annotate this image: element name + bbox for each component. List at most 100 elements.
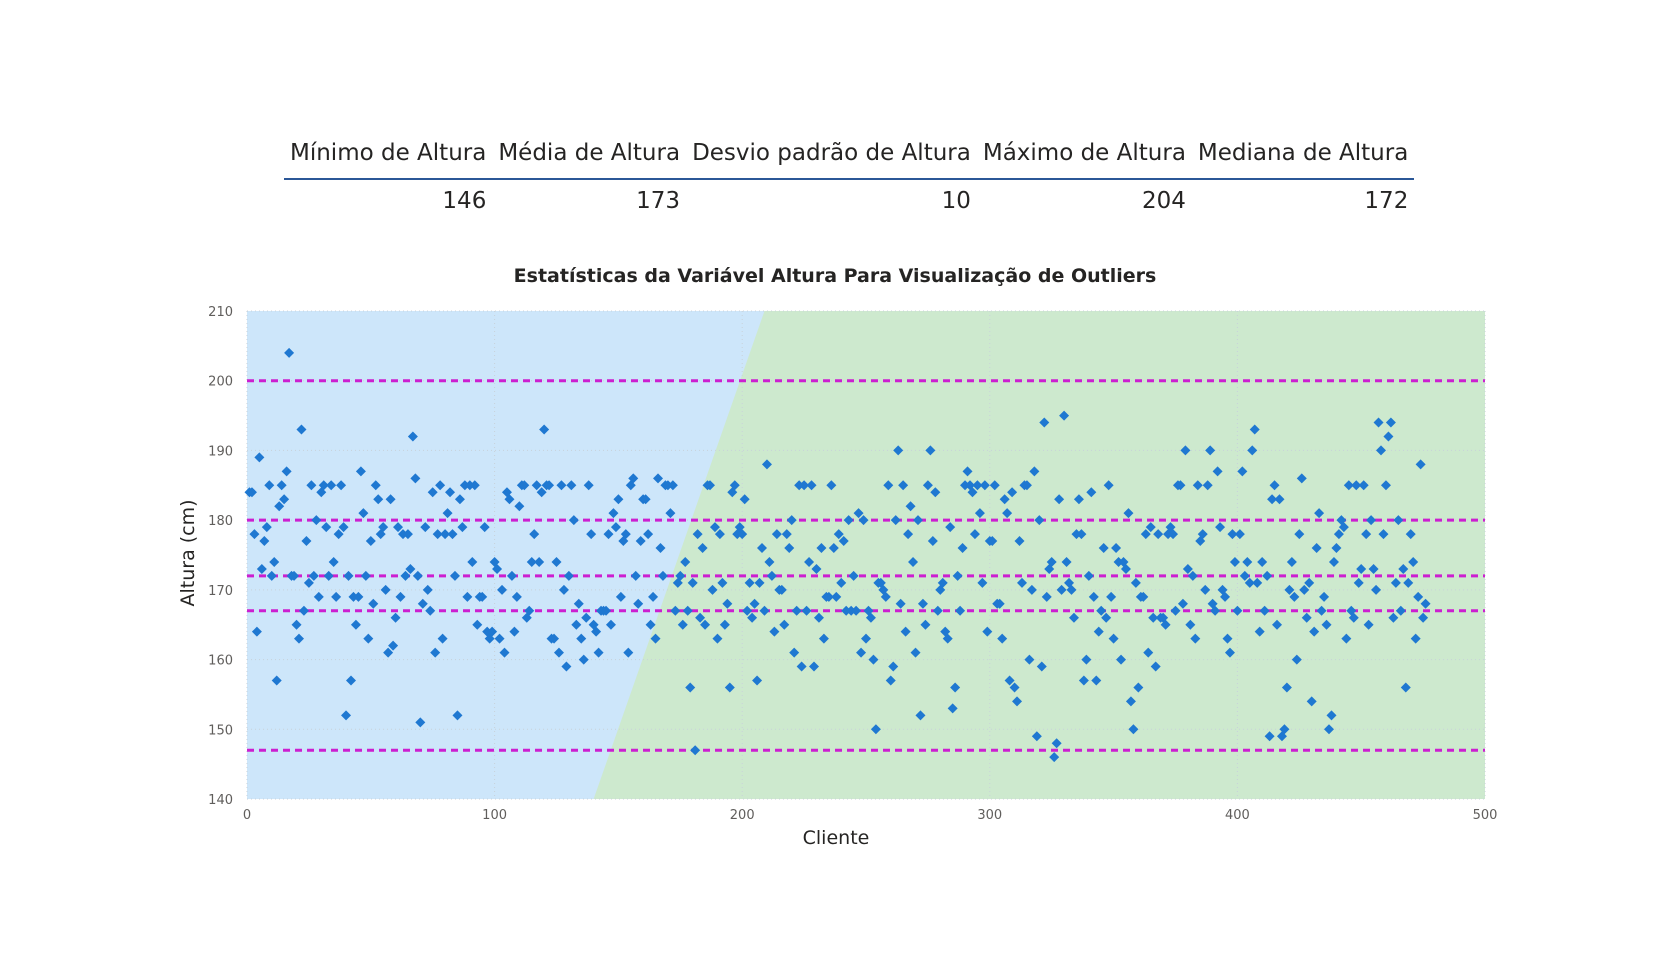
data-point — [1368, 563, 1379, 574]
data-point — [1130, 577, 1141, 588]
data-point — [843, 515, 854, 526]
data-point — [1049, 752, 1060, 763]
data-point — [957, 543, 968, 554]
data-point — [779, 619, 790, 630]
data-point — [1039, 417, 1050, 428]
data-point — [576, 633, 587, 644]
y-axis-ticks: 140 150 160 170 180 190 200 210 — [208, 305, 233, 808]
data-point — [865, 612, 876, 623]
y-tick-label: 170 — [208, 584, 233, 599]
data-point — [1200, 584, 1211, 595]
data-point — [343, 570, 354, 581]
data-point — [1262, 570, 1273, 581]
data-point — [341, 710, 352, 721]
data-point — [1026, 584, 1037, 595]
data-point — [742, 605, 753, 616]
data-point — [1007, 487, 1018, 498]
header-mean-height: Média de Altura — [492, 140, 687, 180]
data-point — [410, 473, 421, 484]
data-point — [633, 598, 644, 609]
data-point — [402, 529, 413, 540]
data-point — [497, 584, 508, 595]
x-tick-label: 0 — [243, 808, 251, 823]
data-point — [999, 494, 1010, 505]
data-point — [435, 480, 446, 491]
data-point — [1363, 619, 1374, 630]
data-point — [700, 619, 711, 630]
data-point — [804, 556, 815, 567]
data-point — [885, 675, 896, 686]
data-point — [447, 529, 458, 540]
data-point — [1024, 654, 1035, 665]
data-point — [1145, 522, 1156, 533]
data-point — [1059, 410, 1070, 421]
data-point — [1237, 466, 1248, 477]
data-point — [390, 612, 401, 623]
data-point — [1242, 556, 1253, 567]
data-point — [1324, 724, 1335, 735]
data-point — [1351, 480, 1362, 491]
data-point — [1210, 605, 1221, 616]
data-point — [425, 605, 436, 616]
data-point — [1373, 417, 1384, 428]
data-point — [469, 480, 480, 491]
data-point — [870, 724, 881, 735]
data-point — [893, 445, 904, 456]
data-point — [942, 633, 953, 644]
data-point — [707, 584, 718, 595]
data-point — [363, 633, 374, 644]
data-point — [264, 480, 275, 491]
x-tick-label: 100 — [482, 808, 507, 823]
data-point — [336, 480, 347, 491]
data-point — [1398, 563, 1409, 574]
data-point — [853, 508, 864, 519]
data-point — [1153, 529, 1164, 540]
data-point — [744, 577, 755, 588]
data-point — [1224, 647, 1235, 658]
data-point — [903, 529, 914, 540]
data-point — [969, 529, 980, 540]
data-point — [1034, 515, 1045, 526]
data-point — [997, 633, 1008, 644]
data-point — [1309, 626, 1320, 637]
data-point — [1111, 543, 1122, 554]
data-point — [1239, 570, 1250, 581]
data-point — [818, 633, 829, 644]
data-point — [395, 591, 406, 602]
x-axis-ticks: 0 100 200 300 400 500 — [243, 808, 1498, 823]
data-point — [714, 529, 725, 540]
header-median-height: Mediana de Altura — [1191, 140, 1415, 180]
data-point — [1096, 605, 1107, 616]
data-point — [1192, 480, 1203, 491]
data-point — [1281, 682, 1292, 693]
data-point — [962, 466, 973, 477]
data-point — [605, 619, 616, 630]
data-point — [1120, 563, 1131, 574]
data-point — [1321, 619, 1332, 630]
data-point — [640, 494, 651, 505]
data-point — [1093, 626, 1104, 637]
data-point — [712, 633, 723, 644]
data-point — [378, 522, 389, 533]
data-point — [437, 633, 448, 644]
data-point — [298, 605, 309, 616]
data-point — [1395, 605, 1406, 616]
data-point — [677, 619, 688, 630]
data-point — [915, 710, 926, 721]
data-point — [432, 529, 443, 540]
data-point — [675, 570, 686, 581]
data-point — [427, 487, 438, 498]
data-point — [519, 480, 530, 491]
data-point — [472, 619, 483, 630]
data-point — [828, 543, 839, 554]
data-point — [826, 480, 837, 491]
data-point — [836, 577, 847, 588]
data-point — [504, 494, 515, 505]
data-point — [1314, 508, 1325, 519]
y-axis-label: Altura (cm) — [177, 499, 199, 606]
data-point — [816, 543, 827, 554]
statistics-table: Mínimo de Altura Média de Altura Desvio … — [284, 140, 1415, 214]
data-point — [457, 522, 468, 533]
data-point — [1182, 563, 1193, 574]
data-point — [670, 605, 681, 616]
